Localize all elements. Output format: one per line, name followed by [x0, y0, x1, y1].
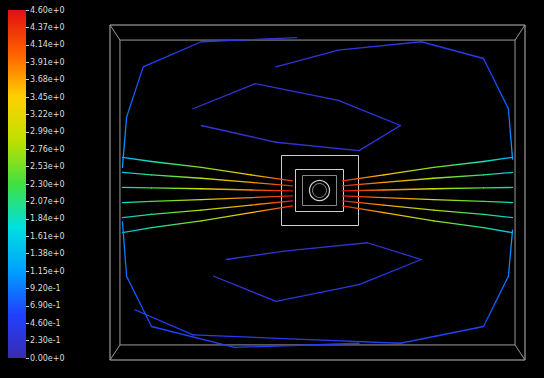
svg-text:3.45e+0: 3.45e+0 — [30, 93, 65, 102]
svg-text:2.30e+0: 2.30e+0 — [30, 180, 65, 189]
svg-text:4.14e+0: 4.14e+0 — [30, 40, 65, 49]
svg-text:6.90e-1: 6.90e-1 — [30, 301, 61, 310]
svg-text:1.84e+0: 1.84e+0 — [30, 214, 65, 223]
svg-text:3.91e+0: 3.91e+0 — [30, 58, 65, 67]
svg-text:0.00e+0: 0.00e+0 — [30, 354, 65, 363]
svg-text:2.76e+0: 2.76e+0 — [30, 145, 65, 154]
svg-text:4.37e+0: 4.37e+0 — [30, 23, 65, 32]
svg-text:3.22e+0: 3.22e+0 — [30, 110, 65, 119]
svg-text:2.99e+0: 2.99e+0 — [30, 127, 65, 136]
svg-text:1.15e+0: 1.15e+0 — [30, 267, 65, 276]
svg-text:3.68e+0: 3.68e+0 — [30, 75, 65, 84]
svg-text:2.07e+0: 2.07e+0 — [30, 197, 65, 206]
svg-text:2.53e+0: 2.53e+0 — [30, 162, 65, 171]
svg-text:2.30e-1: 2.30e-1 — [30, 336, 61, 345]
svg-text:1.61e+0: 1.61e+0 — [30, 232, 65, 241]
svg-text:4.60e-1: 4.60e-1 — [30, 319, 61, 328]
svg-text:9.20e-1: 9.20e-1 — [30, 284, 61, 293]
svg-text:4.60e+0: 4.60e+0 — [30, 6, 65, 15]
svg-text:1.38e+0: 1.38e+0 — [30, 249, 65, 258]
